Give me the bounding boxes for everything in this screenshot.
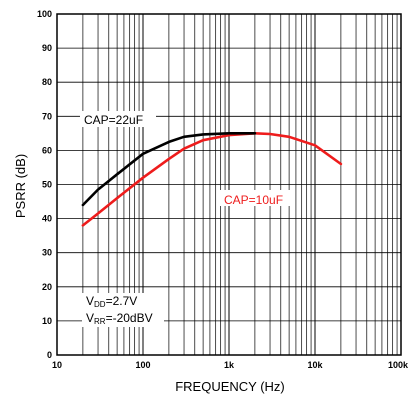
series-line-cap-10uf	[81, 132, 343, 227]
plot-frame	[56, 13, 402, 356]
y-tick-label: 0	[47, 350, 52, 360]
series-label-cap-10uf: CAP=10uF	[224, 193, 283, 207]
y-tick-label: 100	[37, 9, 52, 19]
x-tick-label: 10k	[307, 360, 323, 370]
y-tick-label: 40	[42, 214, 52, 224]
y-tick-label: 70	[42, 111, 52, 121]
y-tick-label: 90	[42, 43, 52, 53]
series-line-cap-22uf	[81, 132, 257, 207]
y-axis-title: PSRR (dB)	[13, 154, 28, 218]
conditions-annotation: VDD=2.7V VRR=-20dBV	[82, 293, 164, 327]
x-tick-label: 1k	[224, 360, 235, 370]
x-tick-label: 100k	[388, 360, 408, 370]
condition-vdd: VDD=2.7V	[86, 294, 137, 309]
series-label-cap-22uf: CAP=22uF	[84, 113, 143, 127]
x-tick-label: 10	[52, 360, 62, 370]
series-label-10uf-group: CAP=10uF	[220, 190, 292, 207]
series-label-22uf-group: CAP=22uF	[80, 111, 156, 127]
y-tick-label: 30	[42, 248, 52, 258]
x-axis-title: FREQUENCY (Hz)	[175, 379, 285, 394]
series-layer	[81, 132, 343, 227]
y-tick-label: 60	[42, 145, 52, 155]
y-tick-label: 50	[42, 180, 52, 190]
y-tick-label: 10	[42, 316, 52, 326]
y-tick-label: 20	[42, 282, 52, 292]
x-tick-label: 100	[135, 360, 150, 370]
y-tick-label: 80	[42, 77, 52, 87]
condition-vrr: VRR=-20dBV	[86, 311, 153, 326]
